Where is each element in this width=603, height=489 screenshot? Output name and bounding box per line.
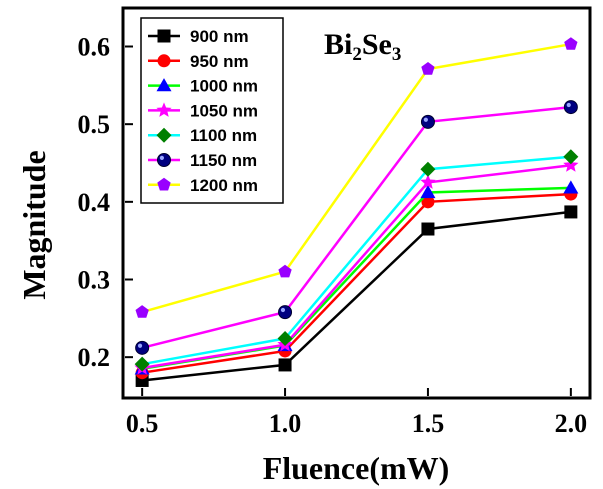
legend-label-900-nm: 900 nm xyxy=(190,27,249,46)
data-point-900-nm-3 xyxy=(564,205,578,219)
legend-marker-1000-nm xyxy=(156,78,172,92)
data-point-1150-nm-2 xyxy=(420,114,435,129)
x-tick-label: 0.5 xyxy=(126,409,159,438)
data-point-1150-nm-3 xyxy=(563,100,578,115)
legend-marker-900-nm xyxy=(157,29,171,43)
legend-label-1150-nm: 1150 nm xyxy=(190,151,257,170)
legend-marker-1200-nm xyxy=(157,177,171,191)
y-axis-title: Magnitude xyxy=(16,150,52,299)
data-point-900-nm-2 xyxy=(421,222,435,236)
data-point-1150-nm-1 xyxy=(278,305,293,320)
data-point-1000-nm-2 xyxy=(420,185,436,199)
series-line-950-nm xyxy=(141,192,571,374)
data-point-900-nm-1 xyxy=(278,358,292,372)
legend-marker-1150-nm xyxy=(157,153,171,167)
legend-marker-1050-nm xyxy=(156,102,172,117)
x-tick-label: 2.0 xyxy=(555,409,588,438)
data-point-1100-nm-1 xyxy=(277,331,293,347)
series-line-1050-nm xyxy=(141,164,572,370)
legend-label-950-nm: 950 nm xyxy=(190,52,249,71)
data-point-1100-nm-2 xyxy=(420,161,436,177)
material-label-mid: Se xyxy=(362,28,392,61)
legend-label-1050-nm: 1050 nm xyxy=(190,101,258,120)
material-label-sub1: 2 xyxy=(352,44,362,65)
data-point-1150-nm-0 xyxy=(135,340,150,355)
data-point-1200-nm-2 xyxy=(421,62,435,75)
material-label-sub2: 3 xyxy=(392,44,402,65)
y-tick-label: 0.5 xyxy=(78,110,111,139)
data-point-1050-nm-3 xyxy=(563,157,579,172)
data-point-1100-nm-3 xyxy=(563,149,579,165)
legend-label-1200-nm: 1200 nm xyxy=(190,176,258,195)
legend-label-1100-nm: 1100 nm xyxy=(190,126,257,145)
y-tick-label: 0.4 xyxy=(78,188,111,217)
data-point-1200-nm-1 xyxy=(278,264,292,278)
plot-area-frame xyxy=(121,6,592,400)
x-tick-label: 1.0 xyxy=(269,409,302,438)
legend-marker-1100-nm xyxy=(156,127,172,143)
x-tick-label: 1.5 xyxy=(412,409,445,438)
x-axis-title: Fluence(mW) xyxy=(263,450,450,486)
series-line-1200-nm xyxy=(141,42,572,314)
legend-marker-950-nm xyxy=(157,54,171,68)
y-tick-label: 0.2 xyxy=(78,343,111,372)
series-line-900-nm xyxy=(141,210,572,382)
data-point-1200-nm-3 xyxy=(564,37,578,50)
data-point-1100-nm-0 xyxy=(134,356,150,372)
y-tick-label: 0.3 xyxy=(78,266,111,295)
series-line-1100-nm xyxy=(141,155,572,366)
data-point-1200-nm-0 xyxy=(135,305,149,318)
material-label-main: Bi xyxy=(324,28,352,61)
data-point-1000-nm-3 xyxy=(563,180,579,194)
data-point-950-nm-2 xyxy=(421,195,435,209)
material-label: Bi2Se3 xyxy=(324,28,401,65)
legend-label-1000-nm: 1000 nm xyxy=(190,77,258,96)
series-line-1150-nm xyxy=(141,105,572,350)
y-tick-label: 0.6 xyxy=(78,33,111,62)
data-point-1050-nm-2 xyxy=(420,174,436,189)
